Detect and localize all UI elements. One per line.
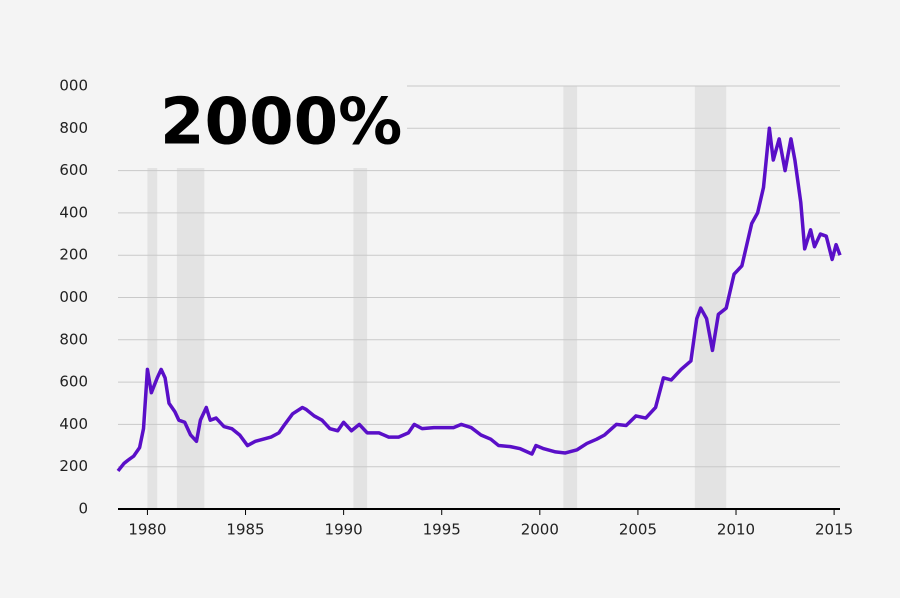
x-tick-label: 1995: [423, 521, 461, 539]
y-tick-label: 000: [59, 77, 88, 95]
y-tick-label: 000: [59, 288, 88, 306]
x-tick-label: 2005: [619, 521, 657, 539]
y-tick-label: 600: [59, 373, 88, 391]
y-tick-label: 600: [59, 161, 88, 179]
y-tick-label: 400: [59, 415, 88, 433]
annotation-box: [112, 78, 407, 168]
x-tick-label: 2015: [815, 521, 853, 539]
y-tick-label: 200: [59, 457, 88, 475]
x-tick-label: 1980: [128, 521, 166, 539]
x-tick-label: 1985: [226, 521, 264, 539]
y-tick-label: 800: [59, 119, 88, 137]
x-tick-label: 2000: [521, 521, 559, 539]
annotation: 2000%: [160, 86, 402, 160]
price-line: [116, 126, 842, 473]
x-tick-label: 2010: [717, 521, 755, 539]
x-tick-label: 1990: [325, 521, 363, 539]
y-tick-label: 800: [59, 330, 88, 348]
y-tick-label: 200: [59, 246, 88, 264]
y-tick-label: 0: [78, 500, 88, 518]
y-tick-label: 400: [59, 203, 88, 221]
